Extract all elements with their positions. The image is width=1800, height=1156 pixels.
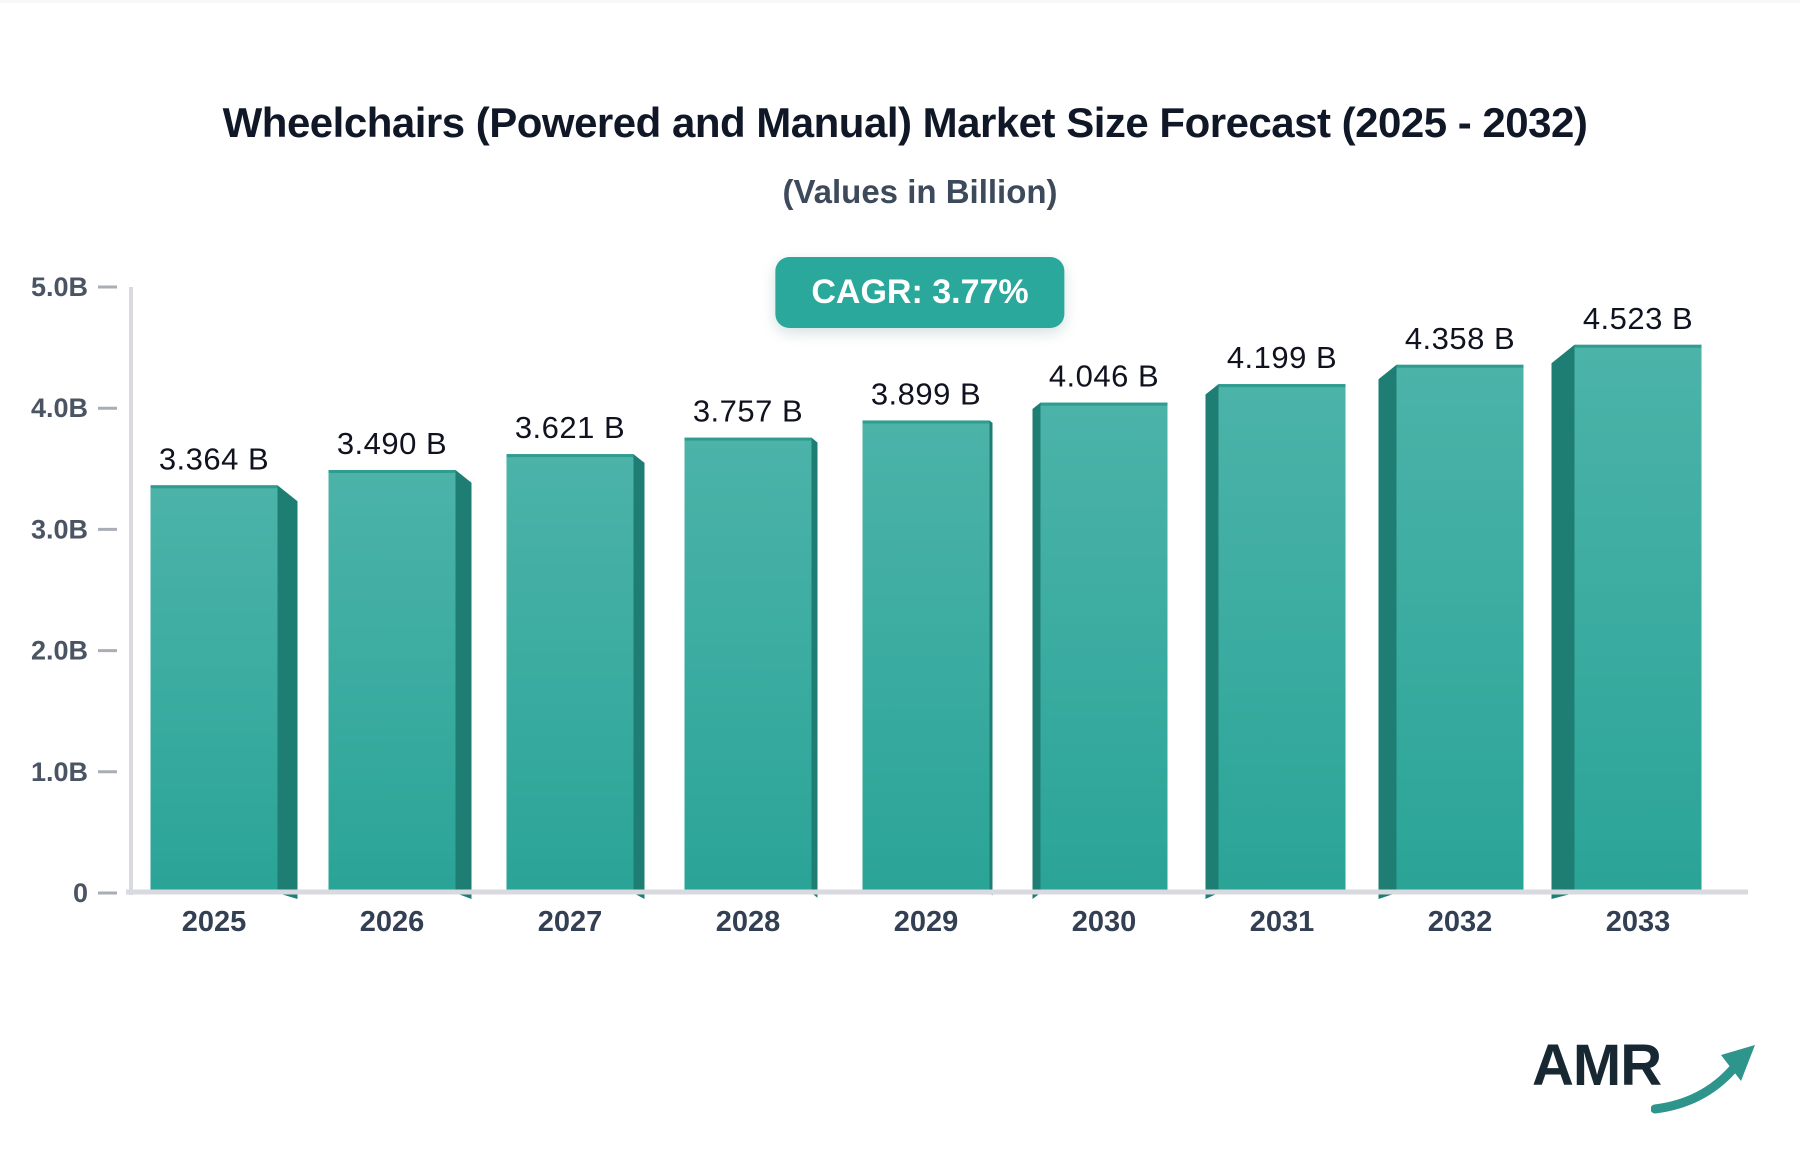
bar-side-face <box>1205 384 1219 900</box>
y-tick-label: 4.0B <box>31 393 88 423</box>
bar <box>1396 364 1524 893</box>
bar-side-face <box>1551 344 1575 900</box>
x-axis-label: 2033 <box>1606 906 1671 938</box>
cagr-badge: CAGR: 3.77% <box>775 257 1065 328</box>
bar <box>862 420 990 893</box>
bar <box>150 485 278 893</box>
bar <box>1574 344 1702 894</box>
y-tick-label: 1.0B <box>31 757 88 787</box>
bar-side-face <box>989 420 993 896</box>
x-axis-label: 2029 <box>894 906 959 938</box>
growth-arrow-icon <box>1651 1045 1756 1114</box>
bar-side-face <box>277 485 298 899</box>
bar-value-label: 4.199 B <box>1227 340 1337 375</box>
bar <box>684 437 812 893</box>
bar-value-label: 4.523 B <box>1583 301 1693 336</box>
x-axis-label: 2028 <box>716 906 781 938</box>
amr-logo-text: AMR <box>1532 1033 1662 1098</box>
bar-side-face <box>811 437 818 898</box>
bar-side-face <box>1378 364 1397 899</box>
amr-logo: AMR <box>1532 1031 1766 1117</box>
y-tick-label: 5.0B <box>31 272 88 302</box>
chart-title: Wheelchairs (Powered and Manual) Market … <box>222 99 1588 146</box>
bar-value-label: 3.621 B <box>515 410 625 445</box>
bar <box>1040 402 1168 893</box>
y-tick-label: 3.0B <box>31 514 88 544</box>
y-tick-label: 0 <box>73 878 88 908</box>
x-axis-label: 2030 <box>1072 906 1137 938</box>
bar-value-label: 3.490 B <box>337 426 447 461</box>
bar-value-label: 4.358 B <box>1405 321 1515 356</box>
bar-value-label: 4.046 B <box>1049 359 1159 394</box>
chart-subtitle: (Values in Billion) <box>782 173 1058 210</box>
x-axis-label: 2026 <box>360 906 425 938</box>
bar-value-label: 3.364 B <box>159 441 269 476</box>
x-axis-label: 2031 <box>1250 906 1315 938</box>
bar-side-face <box>1032 402 1041 899</box>
x-axis-label: 2027 <box>538 906 603 938</box>
bar <box>328 470 456 893</box>
bar-value-label: 3.757 B <box>693 394 803 429</box>
y-tick-label: 2.0B <box>31 636 88 666</box>
bar-side-face <box>455 470 472 899</box>
bar <box>1218 384 1346 893</box>
bar <box>506 454 634 893</box>
x-axis-label: 2032 <box>1428 906 1493 938</box>
bar-side-face <box>633 454 645 899</box>
x-axis-label: 2025 <box>182 906 247 938</box>
bar-chart: 5.0B 4.0B 3.0B 2.0B 1.0B 0 3.364 B 2025 3.490 B 2… <box>31 272 1748 938</box>
bar-value-label: 3.899 B <box>871 376 981 411</box>
